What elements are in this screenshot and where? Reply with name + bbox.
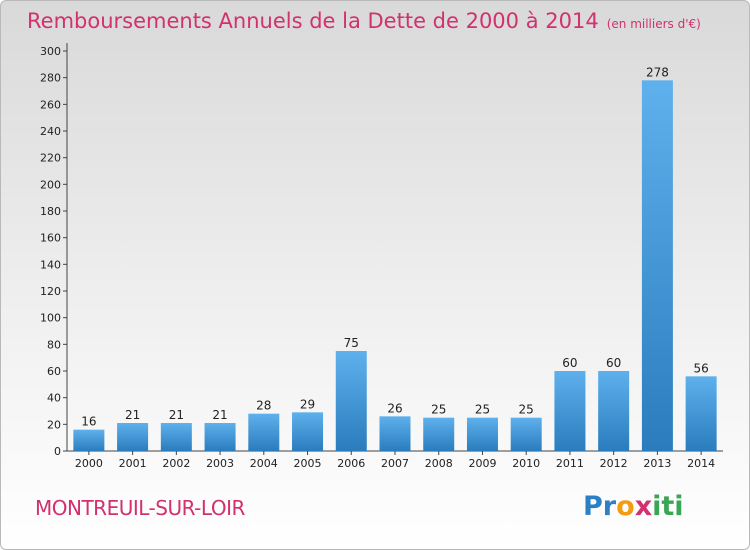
x-tick-label-2011: 2011 bbox=[556, 457, 584, 470]
chart-subtitle: (en milliers d'€) bbox=[606, 17, 701, 31]
logo-letter: r bbox=[602, 491, 617, 522]
y-tick-label: 280 bbox=[40, 72, 61, 85]
x-tick-label-2007: 2007 bbox=[381, 457, 409, 470]
logo-letter: x bbox=[634, 491, 653, 522]
bar-value-label-2005: 29 bbox=[300, 397, 315, 411]
logo-letter: o bbox=[616, 491, 635, 522]
bar-2012 bbox=[598, 371, 630, 451]
bar-value-label-2012: 60 bbox=[606, 356, 621, 370]
y-tick-label: 160 bbox=[40, 232, 61, 245]
bar-value-label-2011: 60 bbox=[562, 356, 577, 370]
bar-value-label-2001: 21 bbox=[125, 408, 140, 422]
x-tick-label-2002: 2002 bbox=[162, 457, 190, 470]
bar-2007 bbox=[379, 416, 411, 451]
y-tick-label: 80 bbox=[47, 338, 61, 351]
y-tick-label: 60 bbox=[47, 365, 61, 378]
bar-2008 bbox=[423, 417, 455, 451]
x-tick-label-2004: 2004 bbox=[250, 457, 278, 470]
y-tick-label: 300 bbox=[40, 45, 61, 58]
bar-value-label-2006: 75 bbox=[344, 336, 359, 350]
bar-2010 bbox=[510, 417, 542, 451]
x-tick-label-2013: 2013 bbox=[643, 457, 671, 470]
x-tick-label-2009: 2009 bbox=[468, 457, 496, 470]
y-tick-label: 0 bbox=[54, 445, 61, 458]
proxiti-logo: Proxiti bbox=[583, 491, 684, 522]
logo-letter: P bbox=[583, 491, 603, 522]
x-tick-label-2000: 2000 bbox=[75, 457, 103, 470]
x-tick-label-2003: 2003 bbox=[206, 457, 234, 470]
bar-2000 bbox=[73, 429, 105, 451]
y-tick-label: 180 bbox=[40, 205, 61, 218]
y-tick-label: 20 bbox=[47, 418, 61, 431]
bar-2014 bbox=[685, 376, 717, 451]
bar-value-label-2014: 56 bbox=[693, 361, 708, 375]
bar-2001 bbox=[117, 423, 149, 451]
bar-value-label-2013: 278 bbox=[646, 65, 669, 79]
logo-letter: i bbox=[674, 491, 684, 522]
bar-2011 bbox=[554, 371, 586, 451]
y-tick-label: 40 bbox=[47, 392, 61, 405]
x-tick-label-2010: 2010 bbox=[512, 457, 540, 470]
bar-value-label-2008: 25 bbox=[431, 403, 446, 417]
logo-letter: t bbox=[661, 491, 675, 522]
x-tick-label-2006: 2006 bbox=[337, 457, 365, 470]
chart-title: Remboursements Annuels de la Dette de 20… bbox=[27, 9, 701, 33]
bar-2005 bbox=[292, 412, 324, 451]
bar-value-label-2000: 16 bbox=[81, 415, 96, 429]
x-tick-label-2001: 2001 bbox=[119, 457, 147, 470]
logo-letter: i bbox=[652, 491, 662, 522]
y-tick-label: 140 bbox=[40, 258, 61, 271]
bar-2004 bbox=[248, 413, 280, 451]
bar-2013 bbox=[641, 80, 673, 451]
bar-value-label-2010: 25 bbox=[519, 403, 534, 417]
x-tick-label-2005: 2005 bbox=[294, 457, 322, 470]
x-tick-label-2008: 2008 bbox=[425, 457, 453, 470]
bar-value-label-2009: 25 bbox=[475, 403, 490, 417]
y-tick-label: 240 bbox=[40, 125, 61, 138]
y-tick-label: 100 bbox=[40, 312, 61, 325]
x-tick-label-2012: 2012 bbox=[600, 457, 628, 470]
bar-2009 bbox=[466, 417, 498, 451]
bar-2003 bbox=[204, 423, 236, 451]
y-tick-label: 260 bbox=[40, 98, 61, 111]
bar-value-label-2002: 21 bbox=[169, 408, 184, 422]
x-tick-label-2014: 2014 bbox=[687, 457, 715, 470]
commune-name: MONTREUIL-SUR-LOIR bbox=[35, 496, 245, 520]
bar-value-label-2007: 26 bbox=[387, 401, 402, 415]
bar-value-label-2003: 21 bbox=[212, 408, 227, 422]
bar-value-label-2004: 28 bbox=[256, 399, 271, 413]
y-tick-label: 200 bbox=[40, 178, 61, 191]
bar-2006 bbox=[335, 351, 367, 451]
chart-title-text: Remboursements Annuels de la Dette de 20… bbox=[27, 9, 599, 33]
y-tick-label: 120 bbox=[40, 285, 61, 298]
y-tick-label: 220 bbox=[40, 152, 61, 165]
bar-2002 bbox=[160, 423, 192, 451]
